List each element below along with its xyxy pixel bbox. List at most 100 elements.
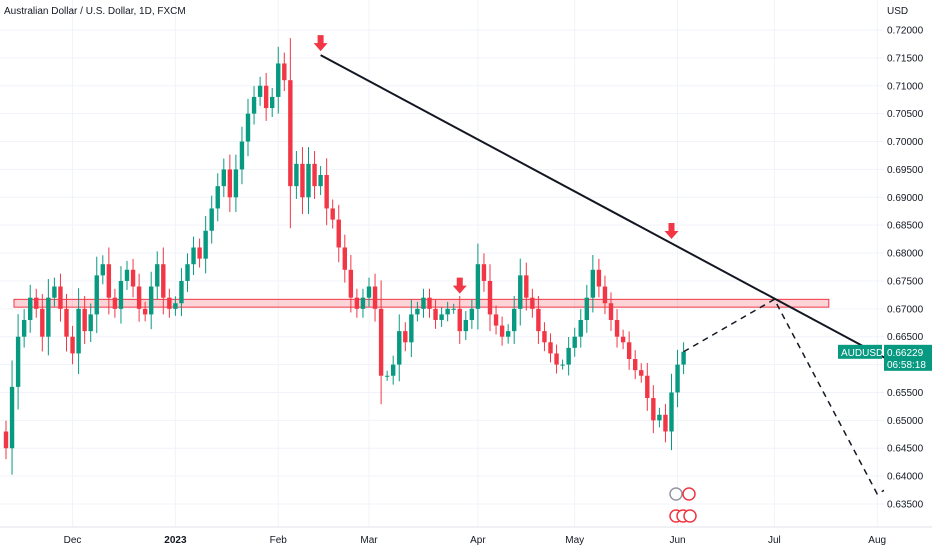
candle[interactable] [167,288,172,318]
candle[interactable] [524,262,529,311]
candle[interactable] [421,288,426,318]
candle[interactable] [391,355,396,385]
candle[interactable] [40,294,45,352]
candle[interactable] [100,255,105,285]
candle[interactable] [300,147,305,215]
candle[interactable] [590,255,596,313]
candle[interactable] [88,303,93,343]
candle[interactable] [639,363,644,383]
candle[interactable] [142,301,148,322]
candle[interactable] [397,314,402,382]
candle[interactable] [294,151,299,199]
candle[interactable] [70,325,75,365]
price-axis[interactable]: 0.72000 0.71500 0.71000 0.70500 0.70000 0.695… [887,6,924,511]
candle[interactable] [239,126,245,185]
candle[interactable] [542,322,547,352]
candle[interactable] [614,309,620,348]
time-axis[interactable]: Dec 2023 Feb Mar Apr May Jun Jul Aug [64,535,886,546]
candle[interactable] [46,278,51,356]
candle[interactable] [82,295,87,344]
candle[interactable] [112,288,118,318]
candle[interactable] [378,280,384,405]
candle[interactable] [76,288,81,375]
candle[interactable] [608,292,614,331]
candle[interactable] [215,173,220,222]
candle[interactable] [348,255,354,313]
event-icons[interactable] [669,487,697,523]
candle[interactable] [318,166,323,196]
candle[interactable] [263,72,269,121]
candle[interactable] [469,299,475,329]
candle[interactable] [536,295,541,344]
candle[interactable] [548,333,553,363]
candle[interactable] [481,253,487,292]
candle[interactable] [499,316,505,346]
candle[interactable] [324,158,329,226]
candle[interactable] [3,420,9,460]
candle[interactable] [451,303,456,314]
candle[interactable] [270,87,275,117]
candle[interactable] [276,46,281,114]
candle[interactable] [584,284,589,333]
candle[interactable] [620,329,626,350]
candle[interactable] [185,253,190,292]
candle[interactable] [566,336,571,376]
candle[interactable] [384,370,390,381]
candle[interactable] [342,234,347,283]
candle[interactable] [445,301,450,322]
candle[interactable] [179,268,184,317]
candle[interactable] [530,288,535,318]
candle[interactable] [282,52,287,92]
candle[interactable] [596,258,602,298]
candle[interactable] [518,258,523,326]
candle[interactable] [360,288,366,318]
candle[interactable] [106,247,112,315]
candle[interactable] [675,349,680,408]
candle[interactable] [149,271,154,330]
candle[interactable] [330,199,335,229]
candle[interactable] [52,277,57,307]
candle[interactable] [306,147,311,215]
candle[interactable] [118,266,124,324]
candle[interactable] [354,288,360,318]
candle[interactable] [457,295,462,344]
candle[interactable] [403,322,408,352]
candle[interactable] [9,360,15,475]
candle[interactable] [463,311,468,341]
candle[interactable] [657,407,662,428]
candle[interactable] [645,362,650,411]
candle[interactable] [427,288,432,318]
candle[interactable] [245,98,251,157]
candle[interactable] [257,76,263,106]
candles[interactable] [3,38,686,475]
candle[interactable] [251,86,257,125]
candle[interactable] [487,264,493,332]
candle[interactable] [439,307,444,327]
candle[interactable] [602,275,608,315]
candle[interactable] [475,243,481,330]
candle[interactable] [155,251,160,300]
candle[interactable] [288,38,293,229]
candle[interactable] [227,154,233,213]
candle[interactable] [493,305,499,335]
candle[interactable] [578,309,583,348]
candle[interactable] [669,373,674,451]
candle[interactable] [681,342,686,375]
candle[interactable] [663,403,668,443]
candle[interactable] [572,327,577,357]
candle[interactable] [626,331,632,370]
candle[interactable] [64,294,69,352]
candle[interactable] [512,295,517,344]
candle[interactable] [15,314,21,410]
candle[interactable] [136,273,142,322]
candle[interactable] [58,273,63,322]
candle[interactable] [633,350,638,380]
candle[interactable] [560,359,565,370]
candle[interactable] [409,299,414,358]
candle[interactable] [209,195,214,244]
candle[interactable] [221,158,226,198]
candle[interactable] [203,215,208,274]
candle[interactable] [34,288,39,318]
candle[interactable] [197,238,202,268]
